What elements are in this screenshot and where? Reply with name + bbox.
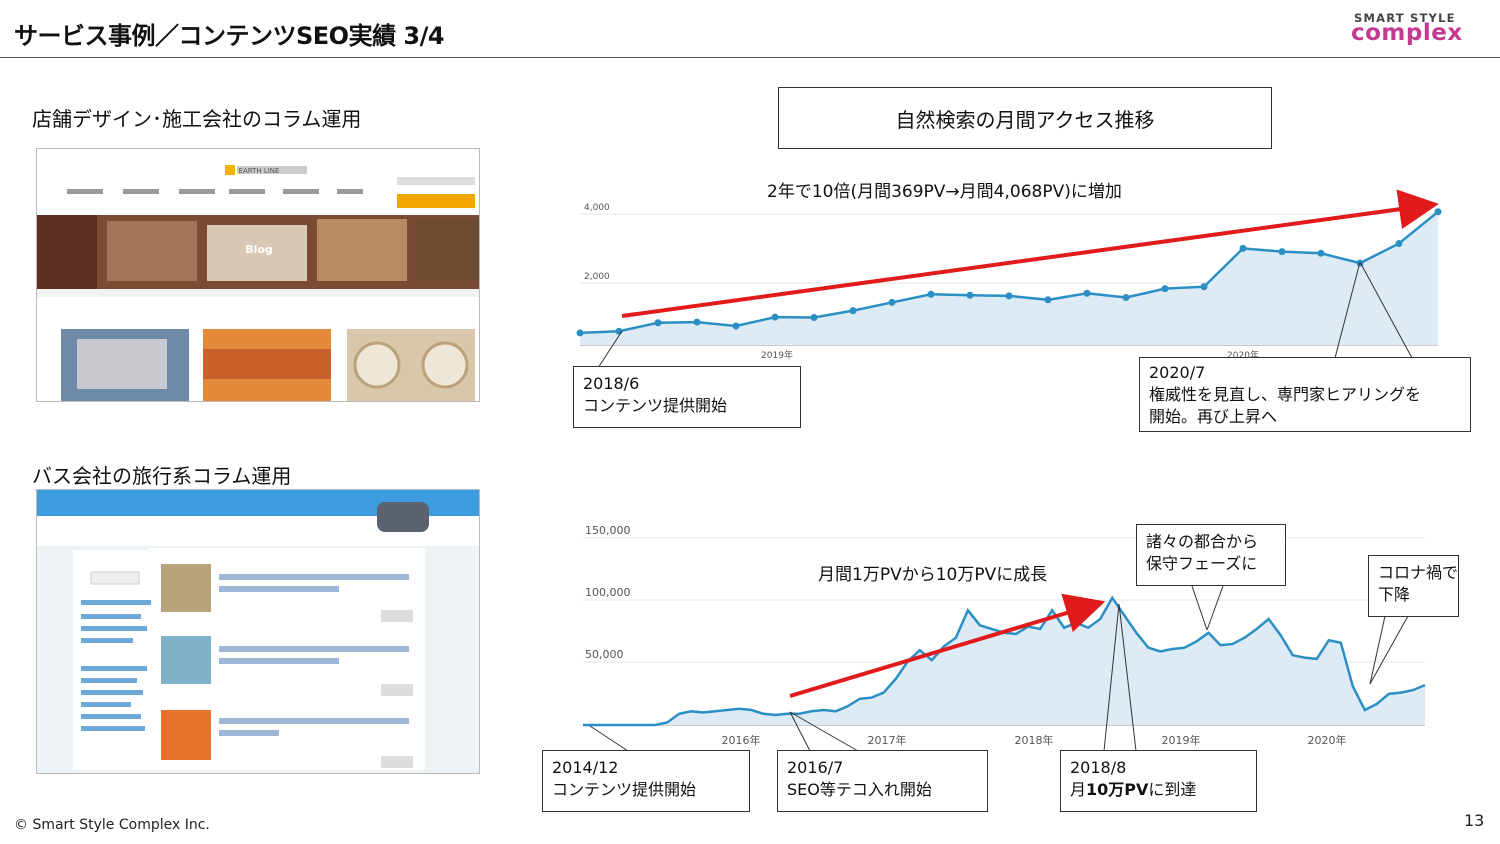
chart2-callout4-leader-a	[1191, 585, 1208, 631]
chart1-data-point	[654, 319, 662, 327]
chart1-data-point	[810, 313, 818, 321]
case1-screenshot-image: Blog EARTH LINE	[37, 149, 479, 401]
chart2-callout2-leader-a	[789, 711, 811, 752]
chart1-data-point	[1122, 294, 1130, 302]
chart1-area	[580, 211, 1438, 345]
chart2-callout-100k-text-b: 10万PV	[1086, 780, 1149, 799]
case2-screenshot	[36, 489, 480, 774]
case1-shot-brand: EARTH LINE	[239, 167, 280, 175]
chart1-data-point	[1395, 239, 1403, 247]
chart1-y-tick-label: 4,000	[584, 203, 610, 213]
chart1-data-point	[1044, 296, 1052, 304]
case2-title: バス会社の旅行系コラム運用	[32, 464, 292, 488]
chart1-callout2-leader-a	[1334, 261, 1361, 359]
header-divider	[0, 57, 1500, 58]
chart2-callout-100k: 2018/8 月10万PVに到達	[1060, 750, 1257, 812]
case1-screenshot: Blog EARTH LINE	[36, 148, 480, 402]
chart2: 150,000 100,000 50,000 2016年 2017年 2018年 2019年…	[583, 524, 1426, 747]
chart1-data-point	[576, 329, 584, 337]
chart2-callout-100k-text-c: に到達	[1148, 780, 1197, 799]
chart2-callout5-leader-a	[1369, 615, 1386, 685]
chart1-data-point	[927, 290, 935, 298]
chart1-data-point	[849, 307, 857, 315]
chart2-y-tick-label: 50,000	[585, 648, 624, 661]
chart2-callout1-leader	[589, 725, 629, 752]
chart2-callout-corona-line2: 下降	[1378, 585, 1411, 604]
chart2-callout-100k-text: 月10万PVに到達	[1070, 779, 1247, 801]
chart2-x-tick-label: 2019年	[1162, 733, 1201, 747]
chart1-data-point	[888, 298, 896, 306]
chart1-callout-start: 2018/6 コンテンツ提供開始	[573, 366, 801, 428]
chart2-callout-seo-text: SEO等テコ入れ開始	[787, 780, 932, 799]
chart1-subtitle: 2年で10倍(月間369PV→月間4,068PV)に増加	[767, 182, 1122, 202]
logo-tagline: SMART STYLE	[1354, 11, 1456, 25]
chart2-subtitle: 月間1万PVから10万PVに成長	[818, 565, 1048, 585]
chart2-x-tick-label: 2020年	[1308, 733, 1347, 747]
chart1-x-tick-label: 2019年	[761, 349, 793, 361]
chart2-callout-seo: 2016/7 SEO等テコ入れ開始	[777, 750, 988, 812]
chart2-callout3-leader-b	[1118, 603, 1137, 752]
chart2-callout4-leader-b	[1206, 585, 1224, 631]
chart2-x-tick-label: 2016年	[722, 733, 761, 747]
page-title: サービス事例／コンテンツSEO実績 3/4	[14, 22, 445, 50]
chart1-data-point	[771, 313, 779, 321]
chart1-trend-arrow	[621, 189, 1439, 318]
case2-screenshot-image	[37, 490, 479, 770]
chart1-data-point	[966, 291, 974, 299]
page-number: 13	[1464, 811, 1485, 830]
chart2-callout-corona: コロナ禍で 下降	[1368, 555, 1459, 617]
chart1-data-point	[1317, 249, 1325, 257]
chart1-callout-authority-text2: 開始。再び上昇へ	[1149, 407, 1278, 426]
chart2-callout-corona-line1: コロナ禍で	[1378, 563, 1459, 582]
chart2-x-tick-label: 2018年	[1015, 733, 1054, 747]
chart1-data-point	[1278, 248, 1286, 256]
chart2-y-tick-label: 100,000	[585, 586, 631, 599]
chart1-data-point	[1083, 289, 1091, 297]
chart2-callout-seo-date: 2016/7	[787, 758, 844, 777]
chart1-callout-authority-date: 2020/7	[1149, 363, 1206, 382]
chart2-callout-start-date: 2014/12	[552, 758, 619, 777]
chart1-callout-start-text: コンテンツ提供開始	[583, 396, 728, 415]
chart1-data-point	[1434, 208, 1442, 216]
chart1-data-point	[732, 322, 740, 330]
chart2-callout3-leader-a	[1103, 603, 1120, 752]
chart1-data-point	[693, 318, 701, 326]
chart1-y-tick-label: 2,000	[584, 272, 610, 282]
chart1-header-box: 自然検索の月間アクセス推移	[778, 87, 1272, 149]
chart2-callout-maintenance: 諸々の都合から 保守フェーズに	[1136, 524, 1286, 586]
chart2-callout5-leader-b	[1369, 615, 1409, 685]
chart2-callout2-leader-b	[789, 711, 859, 752]
case1-title: 店舗デザイン･施工会社のコラム運用	[32, 107, 362, 131]
chart1-callout2-leader-b	[1359, 261, 1413, 359]
copyright: © Smart Style Complex Inc.	[14, 817, 210, 833]
chart1-callout-start-date: 2018/6	[583, 374, 640, 393]
chart1-callout-authority-text1: 権威性を見直し、専門家ヒアリングを	[1149, 385, 1422, 404]
chart2-callout-100k-date: 2018/8	[1070, 758, 1127, 777]
chart1-data-point	[1239, 244, 1247, 252]
chart1-callout-authority: 2020/7 権威性を見直し、専門家ヒアリングを 開始。再び上昇へ	[1139, 357, 1471, 432]
chart2-callout-maintenance-line2: 保守フェーズに	[1146, 554, 1258, 573]
chart2-callout-start: 2014/12 コンテンツ提供開始	[542, 750, 750, 812]
chart1-data-point	[1200, 283, 1208, 291]
chart1-callout1-leader	[597, 330, 623, 369]
chart2-callout-start-text: コンテンツ提供開始	[552, 780, 697, 799]
chart1-data-point	[1161, 285, 1169, 293]
chart2-callout-100k-text-a: 月	[1070, 780, 1087, 799]
case1-shot-caption: Blog	[245, 243, 273, 256]
chart1-data-point	[1005, 292, 1013, 300]
chart2-trend-arrow	[789, 593, 1106, 698]
chart2-callout-maintenance-line1: 諸々の都合から	[1146, 532, 1259, 551]
logo: complex	[1351, 20, 1463, 46]
chart2-area	[583, 597, 1425, 725]
chart2-x-tick-label: 2017年	[868, 733, 907, 747]
chart2-y-tick-label: 150,000	[585, 524, 631, 537]
